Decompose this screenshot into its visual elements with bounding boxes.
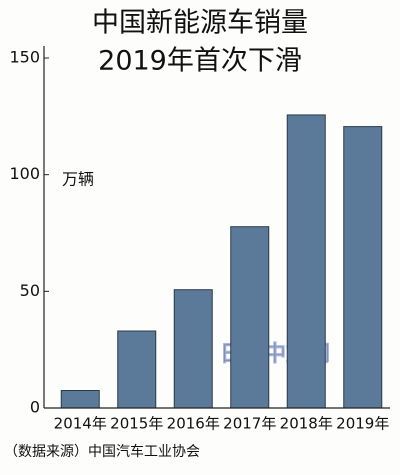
bar xyxy=(230,226,270,409)
bar xyxy=(60,390,100,409)
chart-subtitle: 2019年首次下滑 xyxy=(98,46,302,77)
x-tick-label: 2014年 xyxy=(54,415,107,433)
x-tick-label: 2015年 xyxy=(110,415,163,433)
bar xyxy=(117,330,157,409)
x-tick-label: 2018年 xyxy=(280,415,333,433)
y-tick-label: 100 xyxy=(9,164,40,183)
y-axis-label: 万辆 xyxy=(62,170,94,189)
x-tick-label: 2019年 xyxy=(336,415,389,433)
bar xyxy=(286,114,326,409)
source: （数据来源）中国汽车工业协会 xyxy=(4,443,200,460)
y-tick-label: 150 xyxy=(9,48,40,67)
y-tick-label: 0 xyxy=(30,398,40,417)
x-tick-label: 2016年 xyxy=(167,415,220,433)
chart-title: 中国新能源车销量 xyxy=(92,8,308,39)
bar xyxy=(343,126,383,409)
y-tick-label: 50 xyxy=(20,281,40,300)
bar xyxy=(173,289,213,409)
x-tick-label: 2017年 xyxy=(223,415,276,433)
